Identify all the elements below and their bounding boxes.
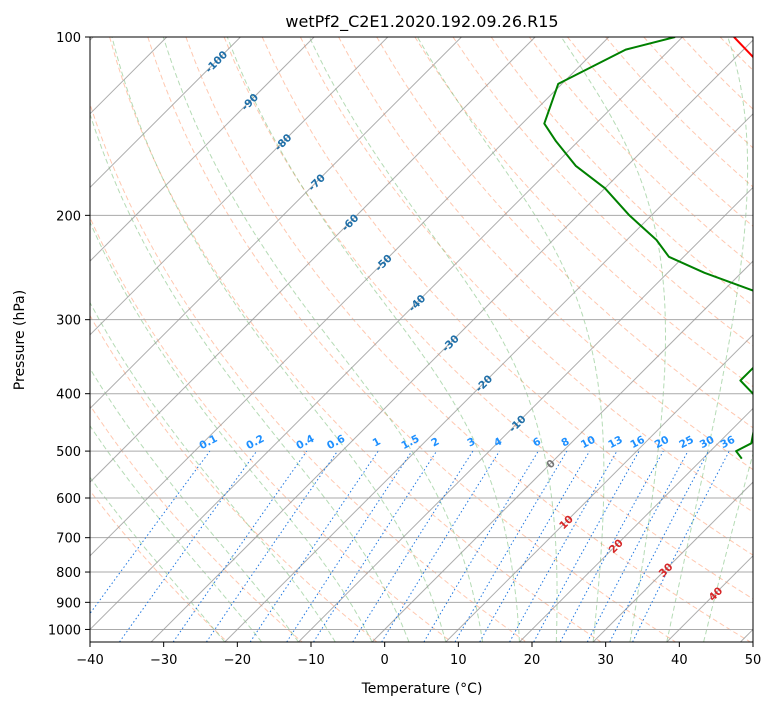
dry-adiabat-line xyxy=(223,37,753,600)
isotherm-line xyxy=(592,481,753,642)
dry-adiabats xyxy=(90,37,753,642)
plot-frame xyxy=(89,36,754,643)
y-tick-label: 800 xyxy=(56,566,81,581)
moist-adiabat-line xyxy=(416,37,605,642)
mixing-ratio-lines xyxy=(90,450,730,642)
isotherm-gridlines xyxy=(90,37,753,642)
dry-adiabat-line xyxy=(109,37,602,642)
x-tick-label: −30 xyxy=(150,653,177,668)
x-tick-label: 50 xyxy=(745,653,762,668)
moist-adiabat-line xyxy=(90,301,336,642)
sounding-series xyxy=(543,37,753,460)
y-tick-label: 700 xyxy=(56,532,81,547)
moist-adiabat-line xyxy=(90,424,262,642)
x-axis: −40 −30 −20 −10 0 10 20 30 40 50 xyxy=(76,642,761,668)
moist-adiabat-line xyxy=(111,37,447,642)
mixing-ratio-line xyxy=(90,450,211,615)
moist-adiabat-line xyxy=(162,37,484,642)
moist-adiabat-line xyxy=(226,37,520,642)
mixing-ratio-line xyxy=(509,450,618,642)
isotherm-line xyxy=(150,39,753,642)
y-axis-label: Pressure (hPa) xyxy=(12,290,28,390)
mixing-ratio-line xyxy=(205,450,338,642)
isobar-gridlines xyxy=(90,37,753,630)
isotherm-line xyxy=(90,37,536,483)
dry-adiabat-line xyxy=(90,404,303,642)
isotherm-line xyxy=(90,37,241,189)
mixing-ratio-line xyxy=(313,450,438,642)
chart-title: wetPf2_C2E1.2020.192.09.26.R15 xyxy=(285,12,558,32)
dry-adiabat-line xyxy=(147,37,676,642)
x-tick-label: 20 xyxy=(524,653,541,668)
x-tick-label: 10 xyxy=(450,653,467,668)
isotherm-line xyxy=(519,407,753,642)
dry-adiabat-line xyxy=(376,37,753,429)
isotherm-line xyxy=(90,37,389,336)
plot-area: 0.1 0.2 0.4 0.6 1 1.5 2 3 4 6 8 10 13 16 20 25 30 36-100-… xyxy=(90,37,753,642)
x-tick-label: 40 xyxy=(671,653,688,668)
y-tick-label: 300 xyxy=(56,314,81,329)
y-tick-label: 900 xyxy=(56,596,81,611)
dry-adiabat-line xyxy=(338,37,753,471)
mixing-ratio-line xyxy=(249,450,379,642)
x-tick-label: −40 xyxy=(76,653,103,668)
dry-adiabat-line xyxy=(452,37,753,347)
dry-adiabat-line xyxy=(90,102,527,642)
moist-adiabat-line xyxy=(666,37,749,642)
isotherm-line xyxy=(224,113,753,642)
x-tick-label: 0 xyxy=(381,653,389,668)
mixing-ratio-line xyxy=(632,450,730,642)
moist-adiabat-line xyxy=(703,452,753,642)
isotherm-line xyxy=(90,37,462,410)
y-tick-label: 100 xyxy=(56,31,81,46)
moist-adiabat-line xyxy=(90,220,373,642)
mixing-ratio-line xyxy=(533,450,640,642)
mixing-ratio-line xyxy=(119,450,258,642)
moist-adiabat-line xyxy=(90,112,410,642)
isotherm-line xyxy=(298,186,753,642)
dry-adiabat-line xyxy=(90,489,228,642)
x-tick-label: −20 xyxy=(224,653,251,668)
moist-adiabat-line xyxy=(560,37,666,642)
mixing-ratio-line xyxy=(172,450,308,642)
y-axis: 100 200 300 400 500 600 700 800 900 1000 xyxy=(48,31,90,638)
dry-adiabat-line xyxy=(414,37,753,388)
y-tick-label: 400 xyxy=(56,388,81,403)
x-axis-label: Temperature (°C) xyxy=(361,681,483,697)
isotherm-line xyxy=(90,37,683,631)
isotherm-line xyxy=(445,334,753,642)
x-tick-label: 30 xyxy=(597,653,614,668)
moist-adiabat-line xyxy=(308,37,558,642)
x-tick-label: −10 xyxy=(297,653,324,668)
moist-adiabats xyxy=(90,37,753,642)
isotherm-line xyxy=(371,260,753,642)
y-tick-label: 200 xyxy=(56,209,81,224)
y-tick-label: 1000 xyxy=(48,623,81,638)
isotherm-line xyxy=(90,37,610,557)
dry-adiabat-line xyxy=(490,37,753,307)
mixing-ratio-line xyxy=(286,450,413,642)
isotherm-line xyxy=(90,37,315,262)
dewpoint-line xyxy=(543,37,753,460)
mixing-ratio-line xyxy=(352,450,474,642)
dry-adiabat-line xyxy=(299,37,753,513)
mixing-ratio-line xyxy=(381,450,500,642)
mixing-ratio-line xyxy=(559,450,664,642)
y-tick-label: 500 xyxy=(56,445,81,460)
y-tick-label: 600 xyxy=(56,492,81,507)
dry-adiabat-line xyxy=(90,314,378,642)
moist-adiabat-line xyxy=(90,476,226,642)
dry-adiabat-line xyxy=(90,216,452,642)
